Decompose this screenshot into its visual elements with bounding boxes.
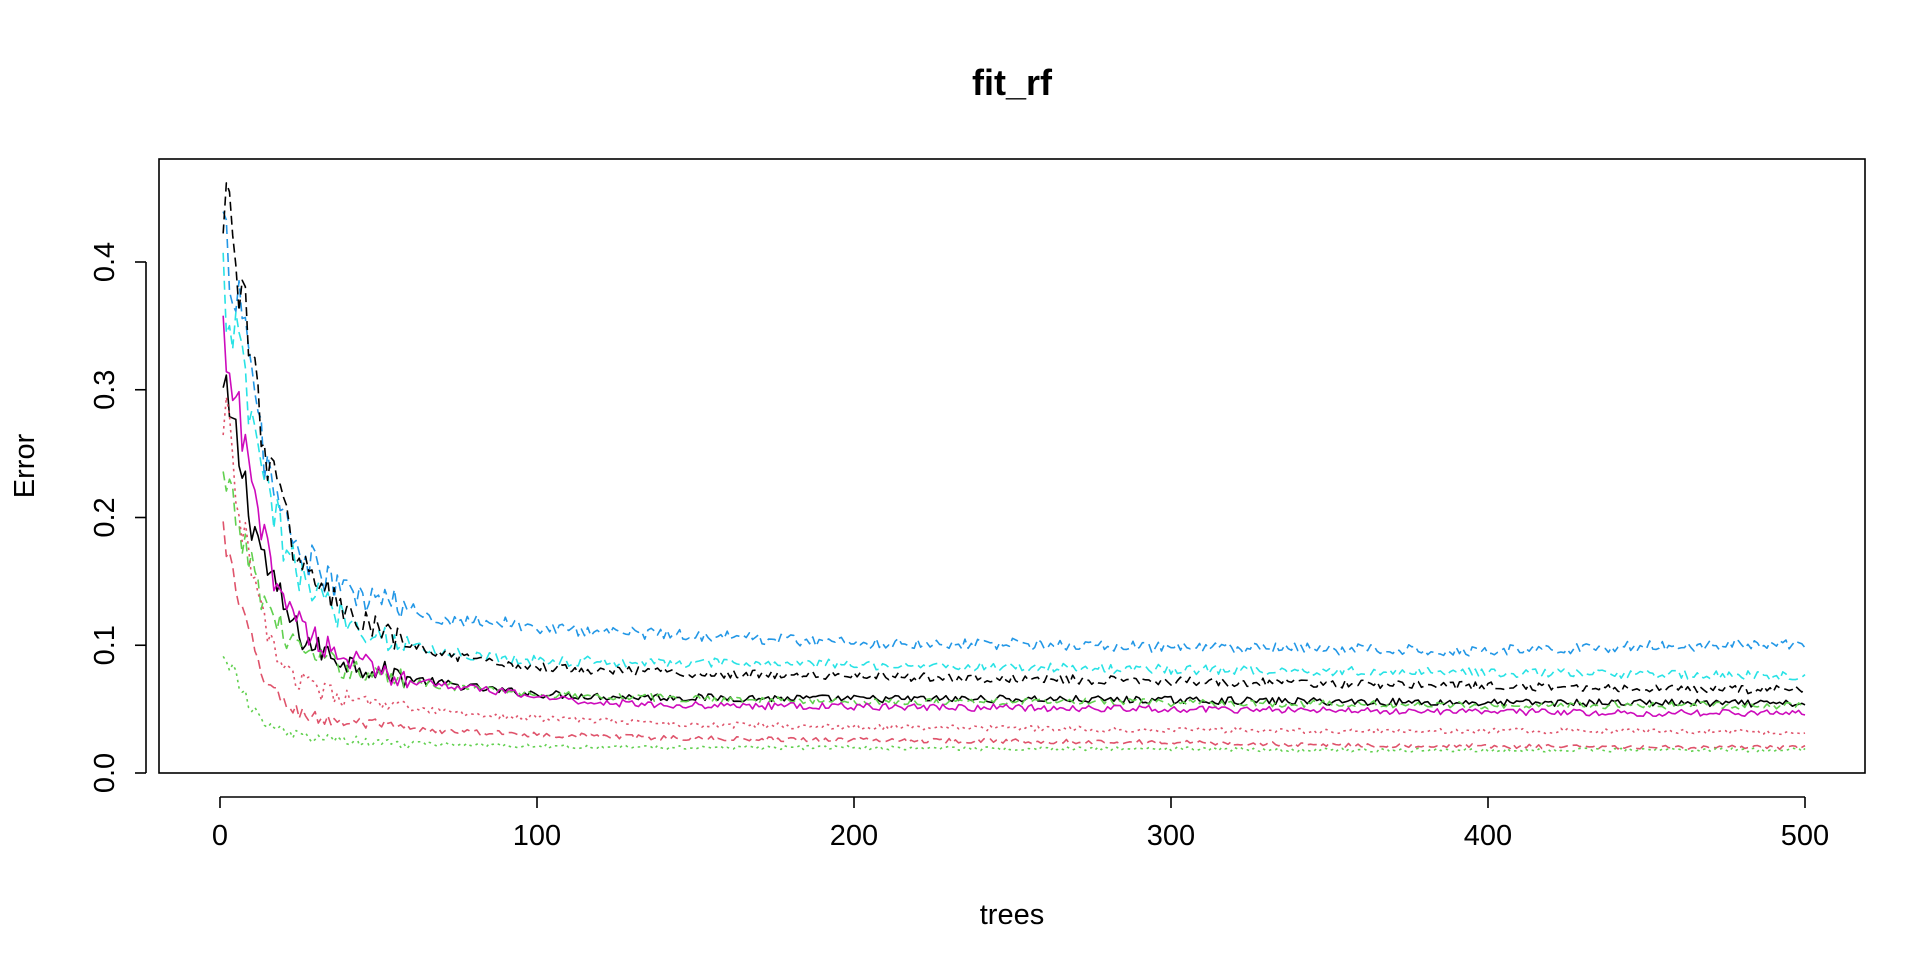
series-line-oob [222,374,1806,708]
series-line-class-8 [222,655,1806,753]
y-tick-label: 0.4 [89,242,121,282]
x-tick-label: 200 [830,820,878,852]
series-line-class-6 [222,182,1806,695]
x-tick-label: 400 [1464,820,1512,852]
x-tick-label: 100 [513,820,561,852]
x-tick-label: 0 [212,820,228,852]
chart-title: fit_rf [972,62,1053,103]
y-tick-label: 0.2 [89,497,121,537]
series-line-class-7 [222,396,1806,736]
x-axis: 0 100 200 300 400 500 [212,796,1829,852]
plot-frame [158,158,1866,774]
y-tick-label: 0.0 [89,753,121,793]
x-tick-label: 300 [1147,820,1195,852]
series-line-class-3 [222,211,1806,657]
series-line-class-5 [222,315,1806,718]
series-group [222,182,1806,753]
y-axis: 0.0 0.1 0.2 0.3 0.4 [89,242,147,793]
x-axis-label: trees [980,899,1044,931]
series-line-class-2 [222,471,1806,710]
y-tick-label: 0.1 [89,625,121,665]
series-line-class-4 [222,252,1806,682]
y-axis-label: Error [9,433,41,498]
series-line-class-1 [222,521,1806,751]
y-tick-label: 0.3 [89,370,121,410]
x-tick-label: 500 [1781,820,1829,852]
